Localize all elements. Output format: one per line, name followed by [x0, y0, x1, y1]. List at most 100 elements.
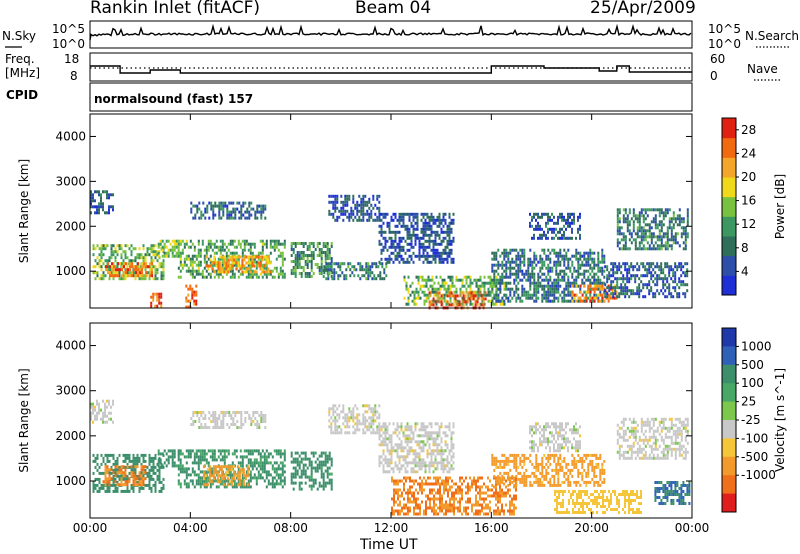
heatmap-cell [513, 260, 516, 264]
heatmap-cell [110, 256, 113, 260]
heatmap-cell [364, 419, 367, 423]
heatmap-cell [339, 265, 342, 269]
heatmap-cell [275, 239, 278, 243]
heatmap-cell [428, 227, 431, 231]
heatmap-cell [491, 296, 494, 300]
heatmap-cell [450, 303, 453, 307]
heatmap-cell [511, 296, 514, 300]
heatmap-cell [322, 251, 325, 254]
heatmap-cell [376, 425, 379, 429]
heatmap-cell [247, 242, 250, 246]
heatmap-cell [162, 477, 165, 481]
heatmap-cell [138, 480, 141, 484]
heatmap-cell [634, 292, 637, 296]
heatmap-cell [126, 453, 129, 457]
heatmap-cell [622, 274, 625, 278]
heatmap-cell [330, 481, 333, 485]
heatmap-cell [474, 300, 477, 304]
heatmap-cell [260, 411, 263, 414]
heatmap-cell [322, 275, 325, 278]
heatmap-cell [142, 247, 145, 251]
heatmap-cell [539, 233, 541, 237]
heatmap-cell [267, 461, 270, 465]
heatmap-cell [674, 265, 677, 269]
heatmap-cell [275, 266, 278, 270]
heatmap-cell [308, 242, 311, 245]
heatmap-cell [257, 452, 260, 456]
heatmap-cell [670, 244, 673, 248]
heatmap-cell [650, 226, 653, 230]
heatmap-cell [250, 417, 253, 420]
heatmap-cell [198, 216, 201, 220]
heatmap-cell [219, 261, 222, 265]
heatmap-cell [680, 232, 683, 236]
heatmap-cell [390, 245, 393, 249]
heatmap-cell [140, 468, 143, 472]
heatmap-cell [306, 457, 309, 461]
heatmap-cell [549, 227, 551, 231]
heatmap-cell [612, 262, 615, 266]
heatmap-cell [537, 236, 539, 240]
heatmap-cell [686, 283, 689, 287]
heatmap-cell [114, 259, 117, 263]
heatmap-cell [567, 278, 570, 282]
heatmap-cell [196, 411, 199, 414]
heatmap-cell [461, 284, 464, 288]
heatmap-cell [160, 301, 163, 305]
heatmap-cell [420, 245, 423, 249]
heatmap-cell [318, 254, 321, 257]
heatmap-cell [628, 208, 631, 212]
heatmap-cell [300, 487, 303, 491]
heatmap-cell [450, 239, 453, 243]
heatmap-cell [273, 467, 276, 471]
heatmap-cell [433, 281, 436, 285]
heatmap-cell [569, 293, 572, 297]
heatmap-cell [398, 242, 401, 246]
heatmap-cell [422, 236, 425, 240]
heatmap-cell [242, 204, 245, 208]
heatmap-cell [549, 269, 552, 273]
heatmap-cell [242, 474, 245, 478]
heatmap-cell [249, 242, 252, 246]
heatmap-cell [448, 242, 451, 246]
heatmap-cell [125, 274, 127, 278]
heatmap-cell [226, 207, 229, 211]
heatmap-cell [511, 287, 514, 291]
heatmap-cell [642, 265, 645, 269]
heatmap-cell [273, 449, 276, 453]
heatmap-cell [310, 463, 313, 467]
heatmap-cell [134, 247, 137, 251]
heatmap-cell [603, 299, 606, 303]
heatmap-cell [349, 262, 352, 266]
heatmap-cell [197, 272, 200, 276]
heatmap-cell [134, 277, 137, 281]
heatmap-cell [614, 271, 617, 275]
heatmap-cell [283, 470, 286, 474]
heatmap-cell [543, 293, 546, 297]
heatmap-cell [670, 229, 673, 233]
heatmap-cell [124, 471, 127, 475]
heatmap-cell [108, 486, 111, 490]
heatmap-cell [591, 281, 594, 285]
heatmap-cell [583, 269, 586, 273]
heatmap-cell [226, 213, 229, 217]
heatmap-cell [547, 272, 550, 276]
heatmap-cell [92, 196, 94, 200]
heatmap-cell [517, 275, 520, 279]
heatmap-cell [438, 257, 441, 261]
heatmap-cell [599, 266, 602, 270]
heatmap-cell [535, 281, 538, 285]
heatmap-cell [579, 263, 582, 267]
heatmap-cell [656, 274, 659, 278]
heatmap-cell [555, 233, 557, 237]
heatmap-cell [352, 407, 355, 411]
heatmap-cell [160, 271, 163, 275]
heatmap-cell [585, 257, 588, 261]
heatmap-cell [533, 272, 536, 276]
heatmap-cell [273, 239, 276, 243]
heatmap-cell [606, 274, 609, 278]
heatmap-cell [483, 281, 486, 285]
heatmap-cell [330, 212, 333, 216]
heatmap-cell [197, 269, 200, 273]
heatmap-cell [199, 254, 202, 258]
